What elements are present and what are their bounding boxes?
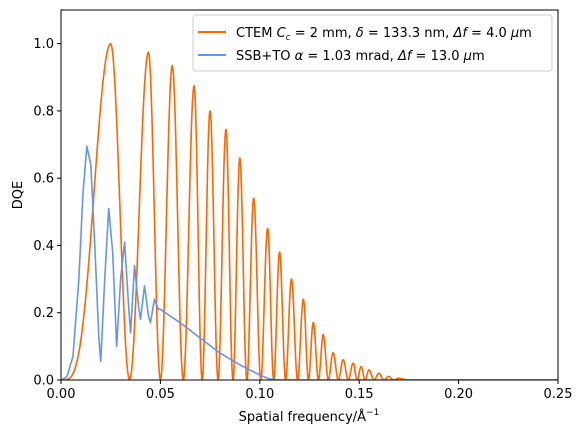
x-tick-label: 0.10 [245, 387, 274, 402]
x-tick-label: 0.05 [146, 387, 175, 402]
series-line-ssb [61, 145, 558, 380]
y-tick-label: 0.8 [33, 104, 54, 119]
y-tick-label: 0.6 [33, 172, 54, 187]
plot-frame [60, 9, 559, 381]
y-axis: 0.0 0.2 0.4 0.6 0.8 1.0 [33, 37, 61, 389]
x-tick-label: 0.20 [444, 387, 473, 402]
x-tick-label: 0.25 [544, 387, 573, 402]
legend: CTEM Cc = 2 mm, δ = 133.3 nm, Δf = 4.0 μ… [192, 14, 553, 72]
x-tick-label: 0.00 [47, 387, 76, 402]
y-tick-label: 0.4 [33, 239, 54, 254]
y-tick-label: 1.0 [33, 37, 54, 52]
y-tick-label: 0.0 [33, 374, 54, 389]
series-layer [61, 42, 558, 380]
series-line-ctem [61, 42, 558, 380]
y-tick-label: 0.2 [33, 306, 54, 321]
y-axis-label: DQE [11, 181, 26, 209]
legend-label-ctem: CTEM Cc = 2 mm, δ = 133.3 nm, Δf = 4.0 μ… [236, 26, 532, 43]
x-axis: 0.00 0.05 0.10 0.15 0.20 0.25 [47, 380, 573, 402]
legend-label-ssb: SSB+TO α = 1.03 mrad, Δf = 13.0 μm [236, 49, 485, 64]
x-axis-label: Spatial frequency/Å−1 [239, 408, 380, 425]
x-tick-label: 0.15 [345, 387, 374, 402]
legend-box [192, 14, 553, 72]
